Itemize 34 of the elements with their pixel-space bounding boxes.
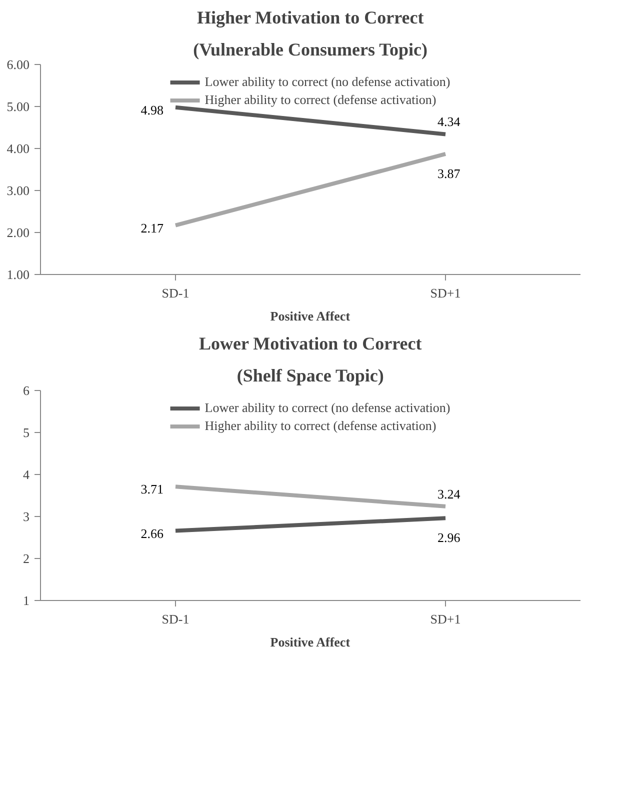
- y-tick-label: 5: [23, 425, 30, 440]
- y-tick-label: 6.00: [6, 57, 30, 72]
- chart-title: Higher Motivation to Correct: [196, 8, 424, 28]
- y-tick-label: 2.00: [6, 225, 30, 240]
- x-axis-title: Positive Affect: [270, 308, 351, 324]
- x-tick-label: SD-1: [162, 286, 190, 300]
- data-label: 2.17: [140, 220, 164, 236]
- data-label: 3.87: [438, 166, 461, 181]
- chart-subtitle: (Vulnerable Consumers Topic): [193, 40, 428, 60]
- x-tick-label: SD-1: [162, 612, 190, 626]
- chart-title: Lower Motivation to Correct: [198, 334, 422, 354]
- x-axis-title: Positive Affect: [270, 634, 351, 650]
- legend-label: Lower ability to correct (no defense activation): [204, 74, 450, 90]
- y-tick-label: 2: [23, 551, 30, 566]
- data-label: 4.34: [438, 114, 461, 130]
- y-tick-label: 3.00: [6, 183, 30, 198]
- x-tick-label: SD+1: [430, 612, 461, 626]
- legend-label: Higher ability to correct (defense activation): [204, 418, 436, 434]
- data-label: 2.66: [140, 526, 164, 541]
- data-label: 3.71: [140, 482, 164, 497]
- y-tick-label: 4: [23, 467, 30, 482]
- y-tick-label: 5.00: [6, 99, 30, 114]
- x-tick-label: SD+1: [430, 286, 461, 300]
- chart-subtitle: (Shelf Space Topic): [236, 366, 384, 386]
- data-label: 4.98: [140, 102, 164, 118]
- y-tick-label: 3: [23, 509, 30, 524]
- y-tick-label: 4.00: [6, 141, 30, 156]
- y-tick-label: 1: [23, 593, 30, 608]
- y-tick-label: 1.00: [6, 267, 30, 282]
- data-label: 3.24: [438, 486, 461, 502]
- legend-label: Lower ability to correct (no defense activation): [204, 400, 450, 416]
- y-tick-label: 6: [23, 383, 30, 398]
- data-label: 2.96: [438, 530, 461, 546]
- legend-label: Higher ability to correct (defense activation): [204, 92, 436, 108]
